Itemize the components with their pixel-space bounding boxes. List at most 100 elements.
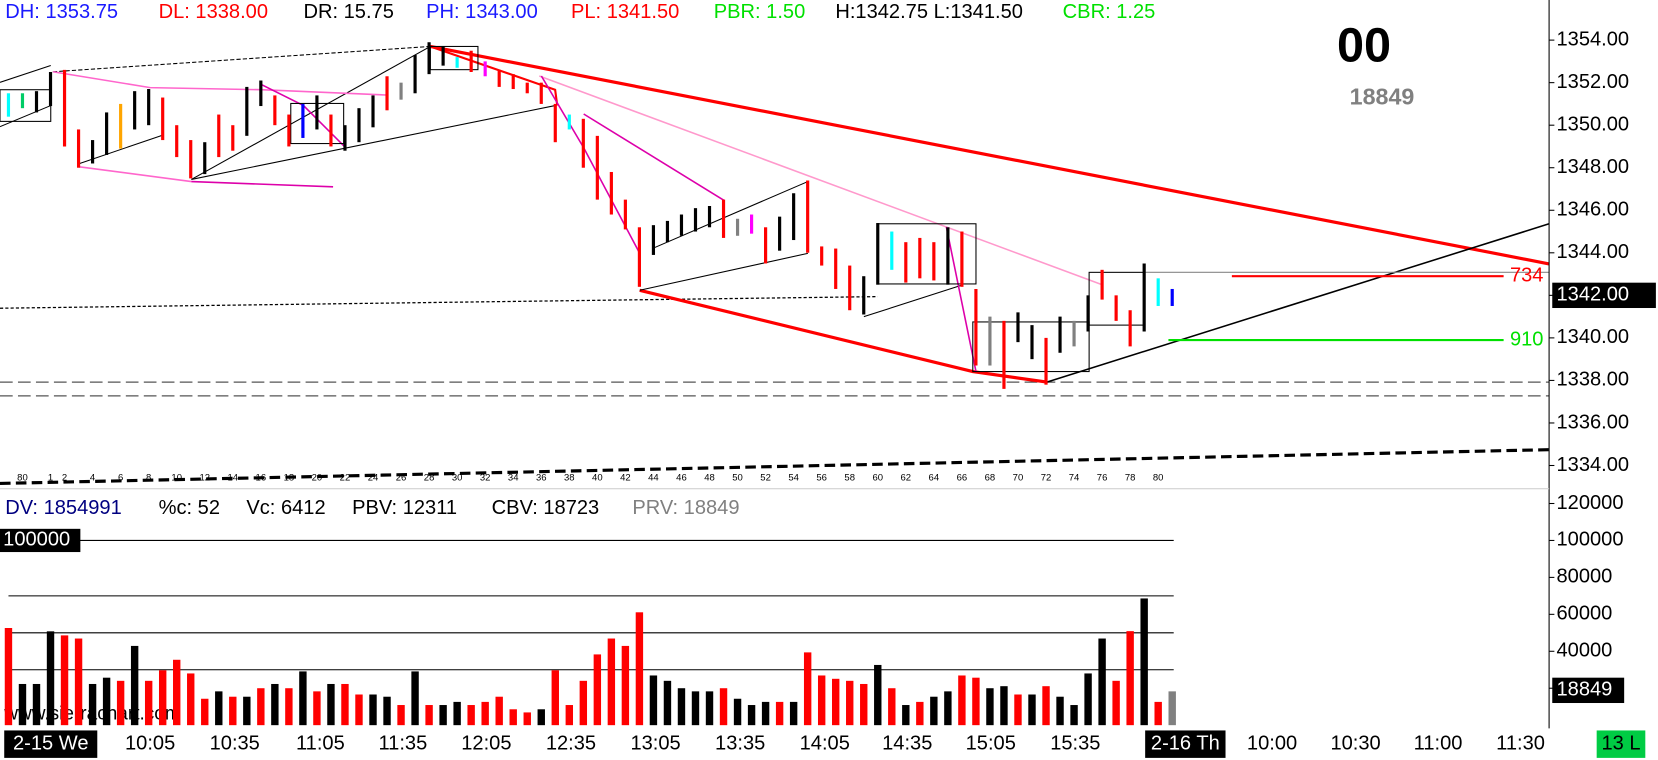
bar-number: 58 <box>844 473 855 484</box>
volume-bar <box>972 677 980 726</box>
volume-bar <box>551 670 559 726</box>
volume-bar <box>102 677 111 726</box>
bar-number: 24 <box>368 473 379 484</box>
volume-last-box <box>1552 677 1625 704</box>
y-tick-label: 1334.00 <box>1556 454 1629 476</box>
volume-bar <box>747 705 756 726</box>
volume-bar <box>1000 686 1008 726</box>
bar-number: 8 <box>146 473 151 484</box>
volume-stat: DV: 1854991 <box>5 497 121 519</box>
level-label: 910 <box>1510 328 1544 350</box>
x-tick-label: 13:35 <box>715 732 765 754</box>
volume-bar <box>453 701 461 726</box>
bar-number: 38 <box>564 473 575 484</box>
trend-line <box>639 288 1048 384</box>
volume-bar <box>1042 686 1050 726</box>
volume-bar <box>1014 694 1022 726</box>
volume-bar <box>18 683 27 726</box>
bar-number: 68 <box>985 473 996 484</box>
bar-number: 2 <box>62 473 67 484</box>
volume-bar <box>1154 701 1162 726</box>
level-label: 734 <box>1510 265 1544 287</box>
x-tick-label: 11:30 <box>1496 732 1545 754</box>
volume-bar <box>173 659 181 726</box>
volume-stat: %c: 52 <box>159 497 220 519</box>
volume-bar <box>621 645 630 726</box>
volume-bar <box>691 691 700 726</box>
y-tick-label: 1340.00 <box>1556 326 1629 348</box>
volume-bar <box>215 691 223 726</box>
pink-line <box>52 70 386 96</box>
header-stat: PL: 1341.50 <box>571 1 679 23</box>
volume-tick-label: 80000 <box>1556 566 1612 588</box>
volume-bar <box>74 638 83 726</box>
last-price-label: 1342.00 <box>1556 284 1629 306</box>
dotted-line <box>0 295 878 309</box>
bar-number: 30 <box>452 473 463 484</box>
volume-bar <box>495 696 503 726</box>
header-stat: PH: 1343.00 <box>426 1 538 23</box>
y-tick-label: 1352.00 <box>1556 71 1629 93</box>
header-stat: PBR: 1.50 <box>714 1 806 23</box>
volume-bar <box>243 696 251 726</box>
trend-line <box>639 252 808 291</box>
volume-bar <box>116 680 125 726</box>
volume-bar <box>4 628 13 726</box>
volume-stat: Vc: 6412 <box>246 497 325 519</box>
bar-number: 46 <box>676 473 687 484</box>
volume-bar <box>607 638 616 726</box>
volume-bar <box>902 705 910 726</box>
header-stat: H:1342.75 L:1341.50 <box>835 1 1023 23</box>
x-tick-label: 15:05 <box>966 732 1016 754</box>
header-stat: DL: 1338.00 <box>159 1 268 23</box>
volume-tick-label: 120000 <box>1556 492 1623 514</box>
date-label: 2-16 Th <box>1151 732 1220 754</box>
volume-bar <box>761 701 770 726</box>
date-box <box>4 730 98 758</box>
bar-number: 66 <box>957 473 968 484</box>
volume-bar <box>705 691 714 726</box>
volume-bar <box>593 654 602 726</box>
y-tick-label: 1338.00 <box>1556 369 1629 391</box>
volume-bar <box>523 712 531 726</box>
volume-bar <box>369 694 377 726</box>
volume-bar <box>1084 673 1092 726</box>
box <box>972 321 1090 373</box>
volume-bar <box>383 696 391 726</box>
x-tick-label: 10:05 <box>125 732 175 754</box>
bar-number: 54 <box>788 473 799 484</box>
big-label: 00 <box>1337 18 1391 72</box>
volume-bar <box>257 688 265 726</box>
trend-line <box>0 105 51 128</box>
x-tick-label: 12:35 <box>546 732 596 754</box>
volume-ref-box <box>0 528 81 553</box>
bar-number: 78 <box>1125 473 1136 484</box>
volume-bar <box>565 705 574 726</box>
volume-bar <box>187 673 195 726</box>
y-tick-label: 1346.00 <box>1556 199 1629 221</box>
x-tick-label: 11:05 <box>296 732 345 754</box>
bar-number: 52 <box>760 473 771 484</box>
trend-line <box>52 45 431 73</box>
bar-number: 70 <box>1013 473 1024 484</box>
bar-number: 80 <box>1153 473 1164 484</box>
trend-line <box>0 64 51 83</box>
bar-number: 34 <box>508 473 519 484</box>
x-tick-label: 14:35 <box>882 732 932 754</box>
x-tick-label: 10:30 <box>1330 732 1380 754</box>
bar-number: 26 <box>396 473 407 484</box>
volume-bar <box>986 688 994 726</box>
bar-number: 64 <box>929 473 940 484</box>
volume-bar <box>229 696 237 726</box>
bar-number: 10 <box>171 473 182 484</box>
volume-bar <box>663 680 672 726</box>
volume-bar <box>1070 705 1078 726</box>
volume-bar <box>649 675 658 726</box>
volume-bar <box>860 683 868 726</box>
bar-number: 74 <box>1069 473 1080 484</box>
x-tick-label: 11:00 <box>1414 732 1463 754</box>
volume-bar <box>832 678 840 726</box>
y-tick-label: 1344.00 <box>1556 241 1629 263</box>
volume-bar <box>888 688 896 726</box>
header-stat: DH: 1353.75 <box>5 1 118 23</box>
